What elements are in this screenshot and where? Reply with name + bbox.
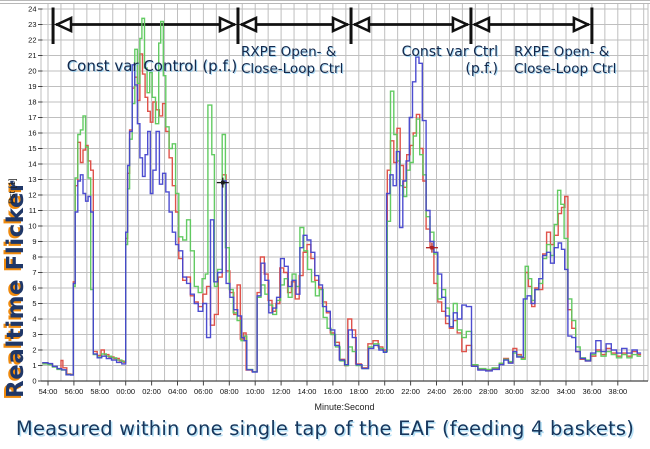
x-tick-label: 00:00 (116, 387, 135, 396)
annotation-line: Const var Ctrl (401, 44, 498, 60)
x-tick-label: 30:00 (505, 387, 524, 396)
arrowhead-left-icon (238, 15, 258, 34)
y-tick-label: 18 (28, 98, 36, 107)
x-tick-label: 22:00 (401, 387, 420, 396)
y-tick-label: 22 (28, 36, 36, 45)
cursor-cross-icon (430, 245, 434, 250)
arrowhead-right-icon (572, 15, 591, 34)
x-tick-label: 32:00 (531, 387, 550, 396)
y-tick-label: 1 (32, 361, 36, 370)
y-tick-label: 5 (32, 299, 36, 308)
y-tick-label: 24 (28, 5, 36, 14)
annotation-const-var-control-2: Const var Ctrl (p.f.) (378, 44, 498, 77)
x-tick-label: 06:00 (194, 387, 213, 396)
annotation-line: Const var Control (p.f.) (66, 57, 238, 75)
x-axis-title: Minute:Second (314, 402, 375, 412)
y-tick-label: 17 (28, 113, 36, 122)
arrowhead-left-icon (471, 15, 491, 34)
x-tick-label: 18:00 (349, 387, 368, 396)
y-tick-label: 20 (28, 67, 36, 76)
x-tick-label: 20:00 (375, 387, 394, 396)
y-tick-label: 3 (32, 330, 36, 339)
x-tick-label: 04:00 (168, 387, 187, 396)
arrowhead-right-icon (331, 15, 351, 34)
x-tick-label: 34:00 (557, 387, 576, 396)
y-tick-label: 2 (32, 346, 36, 355)
x-tick-label: 38:00 (608, 387, 627, 396)
annotation-const-var-control-1: Const var Control (p.f.) (66, 58, 238, 75)
x-tick-label: 14:00 (298, 387, 317, 396)
x-tick-label: 02:00 (142, 387, 161, 396)
x-tick-label: 36:00 (583, 387, 602, 396)
y-tick-label: 15 (28, 144, 36, 153)
x-tick-label: 10:00 (246, 387, 265, 396)
x-tick-label: 56:00 (65, 387, 84, 396)
y-tick-label: 8 (32, 253, 36, 262)
x-tick-label: 28:00 (479, 387, 498, 396)
x-tick-label: 16:00 (324, 387, 343, 396)
annotation-line: RXPE Open- & (514, 44, 610, 60)
y-tick-label: 23 (28, 20, 36, 29)
y-tick-label: 7 (32, 268, 36, 277)
y-tick-label: 0 (32, 377, 36, 386)
annotation-line: Close-Loop Ctrl (514, 60, 617, 77)
series-green (42, 17, 642, 376)
arrowhead-right-icon (218, 15, 238, 34)
annotation-line: Close-Loop Ctrl (241, 60, 344, 77)
y-tick-label: 12 (28, 191, 36, 200)
chart-caption: Measured within one single tap of the EA… (15, 417, 635, 440)
y-tick-label: 10 (28, 222, 36, 231)
pst-axis-label: Pst [1] (7, 178, 17, 204)
annotation-rxpe-ctrl-2: RXPE Open- & Close-Loop Ctrl (514, 44, 648, 77)
x-tick-label: 24:00 (427, 387, 446, 396)
cursor-cross-icon (221, 180, 225, 185)
x-tick-label: 26:00 (453, 387, 472, 396)
x-tick-label: 58:00 (90, 387, 109, 396)
x-tick-label: 08:00 (220, 387, 239, 396)
y-tick-label: 9 (32, 237, 36, 246)
annotation-line: RXPE Open- & (241, 44, 337, 60)
y-tick-label: 6 (32, 284, 36, 293)
y-tick-label: 19 (28, 82, 36, 91)
x-tick-label: 54:00 (39, 387, 58, 396)
y-tick-label: 13 (28, 175, 36, 184)
arrowhead-left-icon (53, 15, 73, 34)
y-tick-label: 16 (28, 129, 36, 138)
annotation-line: (p.f.) (465, 60, 498, 77)
series-blue (42, 56, 642, 376)
arrowhead-right-icon (451, 15, 471, 34)
annotation-rxpe-ctrl-1: RXPE Open- & Close-Loop Ctrl (241, 44, 357, 77)
y-tick-label: 14 (28, 160, 36, 169)
y-tick-label: 11 (29, 206, 37, 215)
y-tick-label: 4 (32, 315, 36, 324)
x-tick-label: 12:00 (272, 387, 291, 396)
arrowhead-left-icon (351, 15, 371, 34)
realtime-flicker-label: Realtime Flicker (3, 180, 29, 398)
y-tick-label: 21 (28, 51, 36, 60)
